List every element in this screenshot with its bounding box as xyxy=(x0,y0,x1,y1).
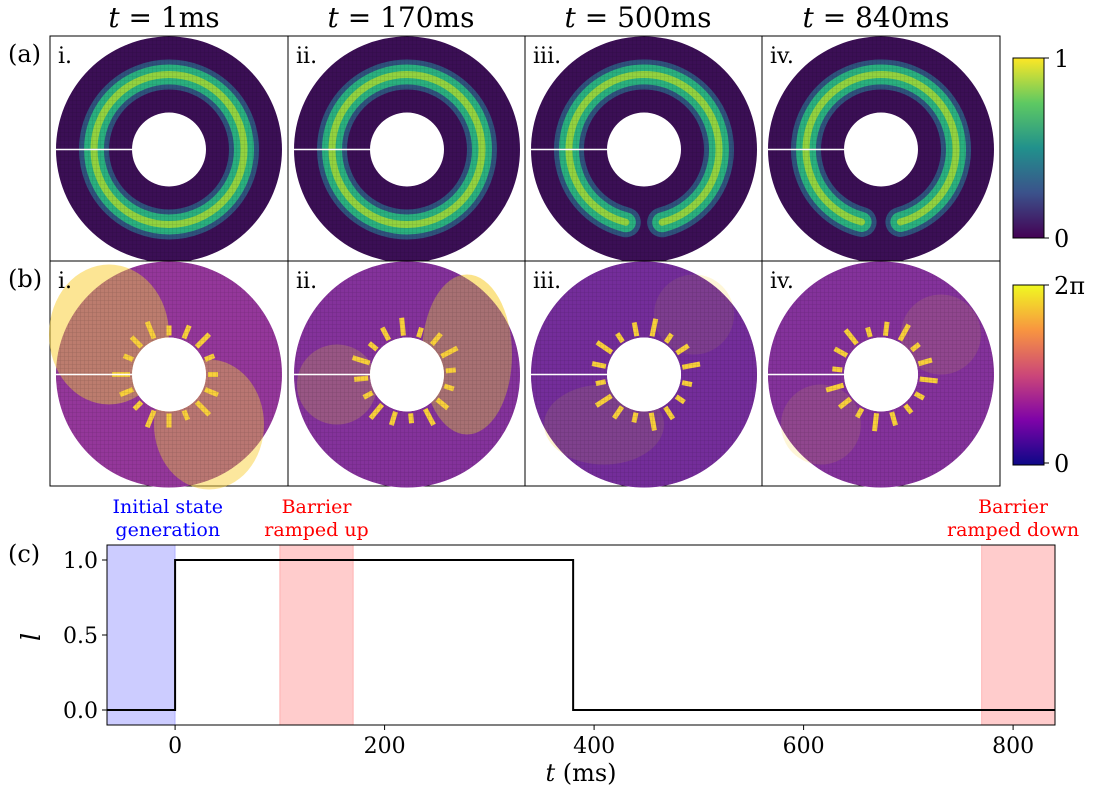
colorbar-phase-min: 0 xyxy=(1054,450,1069,478)
span-label: Barrier xyxy=(282,496,353,518)
colorbar-phase: 2π 0 xyxy=(1012,272,1085,478)
inner-hole xyxy=(844,337,918,412)
panel-numeral: ii. xyxy=(296,44,317,69)
lattice-texture xyxy=(56,36,282,263)
x-tick-label: 200 xyxy=(364,734,406,759)
x-tick-label: 400 xyxy=(573,734,615,759)
phase-panel-3: iii. xyxy=(524,260,764,488)
phase-panel-4: iv. xyxy=(761,260,1001,488)
y-tick-label: 1.0 xyxy=(63,549,98,574)
lattice-texture xyxy=(294,261,520,488)
row-label-a: (a) xyxy=(8,40,41,68)
lattice-texture xyxy=(768,36,994,263)
colorbar-density-min: 0 xyxy=(1054,225,1069,253)
panel-numeral: iii. xyxy=(533,269,561,294)
colorbar-phase-max: 2π xyxy=(1054,272,1085,300)
colorbar-phase-bar xyxy=(1012,284,1045,466)
y-axis-label: l xyxy=(17,633,47,641)
lattice-texture xyxy=(531,261,757,488)
series-line xyxy=(107,559,1055,711)
panel-numeral: iv. xyxy=(770,269,794,294)
inner-hole xyxy=(132,337,206,412)
shaded-span-1 xyxy=(106,544,176,726)
row-label-b: (b) xyxy=(8,265,42,293)
row-label-c: (c) xyxy=(8,540,40,568)
span-label: Initial state xyxy=(112,496,223,518)
phase-panels: i. ii. iii. iv. xyxy=(49,260,1001,490)
lattice-texture xyxy=(531,36,757,263)
column-title-2: t = 170ms xyxy=(328,1,475,34)
column-title-4: t = 840ms xyxy=(803,1,950,34)
panel-numeral: i. xyxy=(58,44,72,69)
x-tick-label: 0 xyxy=(168,734,182,759)
lattice-texture xyxy=(294,36,520,263)
plot-frame xyxy=(106,544,1056,726)
x-axis-label: t (ms) xyxy=(545,759,616,787)
density-panel-4: iv. xyxy=(761,35,1001,263)
span-label: ramped up xyxy=(264,519,368,541)
panel-numeral: i. xyxy=(58,269,72,294)
density-panel-3: iii. xyxy=(524,35,764,263)
shaded-span-2 xyxy=(279,544,354,726)
phase-panel-2: ii. xyxy=(287,260,527,488)
panel-numeral: iv. xyxy=(770,44,794,69)
shaded-span-3 xyxy=(981,544,1056,726)
column-title-1: t = 1ms xyxy=(108,1,219,34)
span-label: ramped down xyxy=(947,519,1079,541)
span-label: generation xyxy=(115,519,220,541)
inner-hole xyxy=(370,337,444,412)
inner-hole xyxy=(607,337,681,412)
span-label: Barrier xyxy=(978,496,1049,518)
y-tick-label: 0.0 xyxy=(63,699,98,724)
panel-numeral: ii. xyxy=(296,269,317,294)
lattice-texture xyxy=(56,261,282,488)
panel-numeral: iii. xyxy=(533,44,561,69)
colorbar-density-bar xyxy=(1012,57,1045,239)
density-panel-2: ii. xyxy=(287,35,527,263)
x-tick-label: 800 xyxy=(992,734,1034,759)
density-panels: i. ii. iii. iv. xyxy=(49,35,1001,263)
colorbar-density: 1 0 xyxy=(1012,45,1069,253)
lattice-texture xyxy=(768,261,994,488)
phase-panel-1: i. xyxy=(49,260,289,490)
y-tick-label: 0.5 xyxy=(63,624,98,649)
x-tick-label: 600 xyxy=(783,734,825,759)
colorbar-density-max: 1 xyxy=(1054,45,1069,73)
column-title-3: t = 500ms xyxy=(565,1,712,34)
density-panel-1: i. xyxy=(49,35,289,263)
